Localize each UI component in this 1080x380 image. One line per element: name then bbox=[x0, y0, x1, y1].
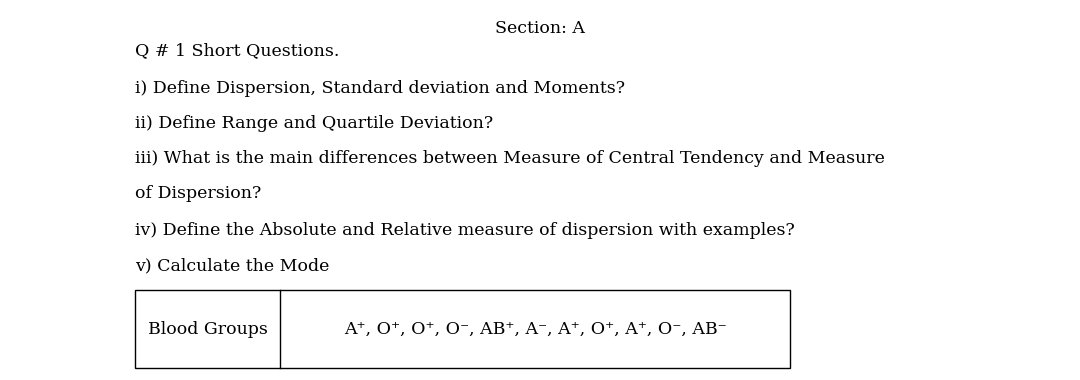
Text: A⁺, O⁺, O⁺, O⁻, AB⁺, A⁻, A⁺, O⁺, A⁺, O⁻, AB⁻: A⁺, O⁺, O⁺, O⁻, AB⁺, A⁻, A⁺, O⁺, A⁺, O⁻,… bbox=[343, 320, 727, 337]
Text: iv) Define the Absolute and Relative measure of dispersion with examples?: iv) Define the Absolute and Relative mea… bbox=[135, 222, 795, 239]
Text: of Dispersion?: of Dispersion? bbox=[135, 185, 261, 202]
Text: Blood Groups: Blood Groups bbox=[148, 320, 268, 337]
Text: i) Define Dispersion, Standard deviation and Moments?: i) Define Dispersion, Standard deviation… bbox=[135, 80, 625, 97]
Text: ii) Define Range and Quartile Deviation?: ii) Define Range and Quartile Deviation? bbox=[135, 115, 494, 132]
Text: v) Calculate the Mode: v) Calculate the Mode bbox=[135, 257, 329, 274]
FancyBboxPatch shape bbox=[135, 290, 789, 368]
Text: Section: A: Section: A bbox=[495, 20, 585, 37]
Text: iii) What is the main differences between Measure of Central Tendency and Measur: iii) What is the main differences betwee… bbox=[135, 150, 885, 167]
Text: Q # 1 Short Questions.: Q # 1 Short Questions. bbox=[135, 42, 339, 59]
